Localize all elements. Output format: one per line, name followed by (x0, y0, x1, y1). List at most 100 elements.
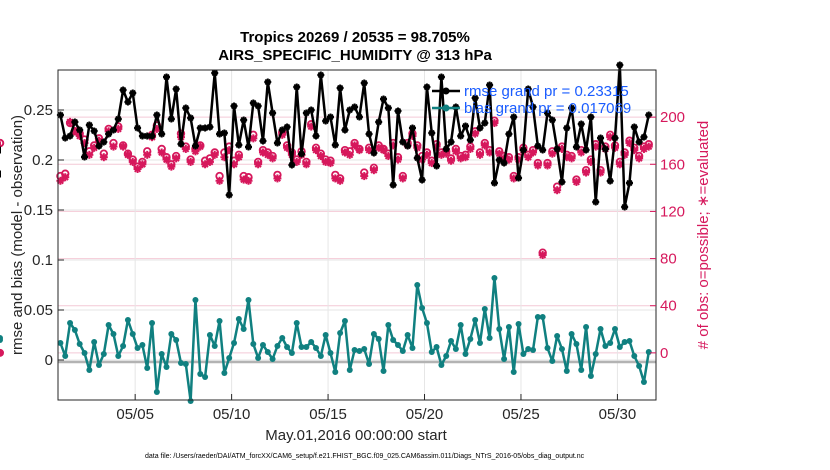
bias-data-point (259, 342, 266, 348)
rmse-data-point (322, 117, 330, 125)
bias-data-point (414, 282, 421, 288)
bias-data-point (496, 326, 503, 332)
bias-data-point (226, 355, 233, 361)
axis-ticks: 0 0.05 0.1 0.15 0.2 0.25 0 40 80 120 160 200 05/05 05… (24, 102, 685, 423)
bias-data-point (549, 358, 556, 364)
bias-data-point (255, 355, 262, 361)
obs-possible-marker (0, 138, 5, 148)
obs-evaluated-marker (461, 153, 470, 162)
bias-data-point (57, 340, 64, 346)
bias-data-point (163, 364, 170, 370)
bias-data-point (158, 351, 165, 357)
obs-evaluated-marker (427, 159, 436, 168)
rmse-data-point (505, 130, 513, 138)
bias-data-point (631, 353, 638, 359)
rmse-data-point (71, 118, 79, 126)
bias-data-point (515, 321, 522, 327)
bias-data-point (327, 350, 334, 356)
bias-data-point (645, 349, 652, 355)
rmse-data-point (563, 124, 571, 132)
bias-data-point (298, 344, 305, 350)
bias-data-point (554, 333, 561, 339)
obs-evaluated-marker (61, 173, 70, 182)
obs-evaluated-marker (157, 148, 166, 157)
obs-evaluated-marker (615, 160, 624, 169)
obs-evaluated-marker (471, 129, 480, 138)
rmse-data-point (360, 79, 368, 87)
obs-evaluated-marker (553, 186, 562, 195)
bias-data-point (534, 314, 541, 320)
rmse-data-point (645, 111, 653, 119)
bias-data-point (322, 332, 329, 338)
rmse-data-point (346, 106, 354, 114)
rmse-data-point (100, 138, 108, 146)
rmse-data-point (404, 142, 412, 150)
obs-evaluated-marker (167, 162, 176, 171)
rmse-data-point (568, 104, 576, 112)
bias-data-point (486, 335, 493, 341)
bias-data-point (67, 320, 74, 326)
chart-title-line2: AIRS_SPECIFIC_HUMIDITY @ 313 hPa (218, 47, 492, 64)
rmse-data-point (148, 132, 156, 140)
rmse-data-point (187, 114, 195, 122)
rmse-data-point (553, 145, 561, 153)
bias-data-point (404, 332, 411, 338)
rmse-data-point (597, 134, 605, 142)
bias-data-point (366, 361, 373, 367)
bias-data-point (602, 343, 609, 349)
bias-data-point (476, 340, 483, 346)
rmse-data-point (490, 179, 498, 187)
bias-series-line (59, 276, 651, 403)
obs-evaluated-marker (312, 146, 321, 155)
bias-data-point (269, 356, 276, 362)
bias-data-point (86, 367, 93, 373)
bias-data-point (293, 320, 300, 326)
obs-evaluated-marker (360, 172, 369, 181)
rmse-data-point (635, 138, 643, 146)
obs-evaluated-marker (369, 166, 378, 175)
bias-data-point (245, 297, 252, 303)
bias-data-point (626, 338, 633, 344)
bias-data-point (0, 337, 3, 343)
bias-data-point (428, 349, 435, 355)
rmse-data-point (466, 136, 474, 144)
bias-data-point (472, 317, 479, 323)
y-left-tick-label: 0.05 (24, 302, 53, 319)
obs-evaluated-marker (350, 141, 359, 150)
obs-evaluated-marker (543, 161, 552, 170)
bias-data-point (390, 337, 397, 343)
legend-bias-label: bias grand pr = 0.017069 (464, 100, 631, 117)
rmse-data-point (182, 104, 190, 112)
legend-rmse-label: rmse grand pr = 0.23315 (464, 83, 629, 100)
bias-data-point (231, 340, 238, 346)
rmse-data-point (109, 126, 117, 134)
bias-data-point (240, 326, 247, 332)
rmse-data-point (486, 81, 494, 89)
rmse-data-point (298, 150, 306, 158)
rmse-data-point (249, 99, 257, 107)
rmse-data-point (476, 124, 484, 132)
y-axis-left-label: rmse and bias (model - observation) (9, 115, 26, 355)
bias-data-point (134, 345, 141, 351)
rmse-data-point (230, 102, 238, 110)
rmse-data-point (331, 141, 339, 149)
bias-data-point (370, 331, 377, 337)
bias-data-point (423, 320, 430, 326)
rmse-data-point (577, 120, 585, 128)
y-right-tick-label: 40 (660, 298, 677, 315)
bias-data-point (100, 351, 107, 357)
rmse-data-point (302, 109, 310, 117)
bias-data-point (501, 356, 508, 362)
bias-data-point (351, 347, 358, 353)
rmse-data-point (616, 61, 624, 69)
bias-data-point (115, 353, 122, 359)
obs-evaluated-marker (254, 160, 263, 169)
obs-evaluated-marker (0, 348, 4, 357)
plot-frame (57, 69, 657, 401)
chart-legend: rmse grand pr = 0.23315 bias grand pr = … (432, 83, 631, 117)
rmse-data-point (85, 121, 93, 129)
bias-data-point (612, 326, 619, 332)
bias-data-point (452, 346, 459, 352)
obs-evaluated-marker (143, 150, 152, 159)
